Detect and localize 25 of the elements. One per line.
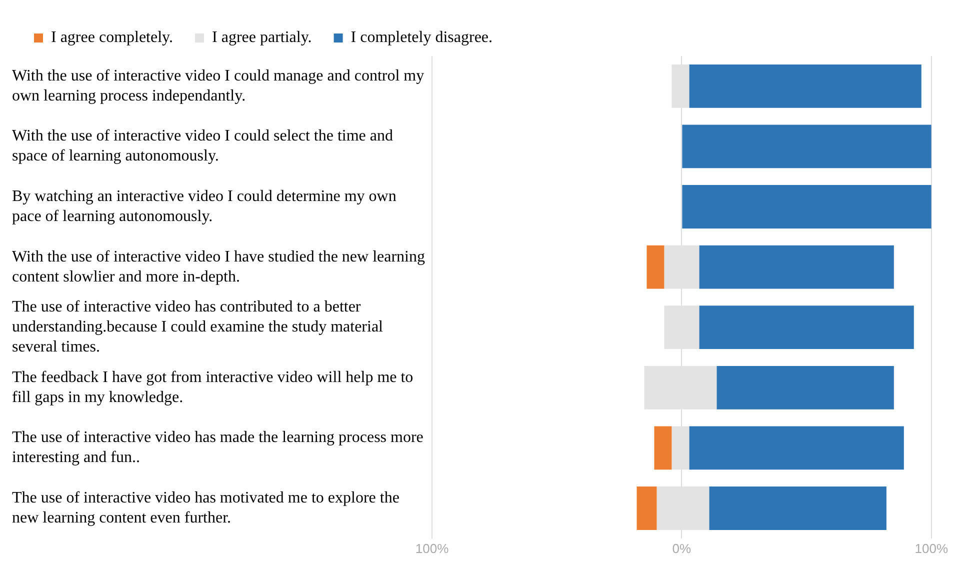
- x-tick-label: 0%: [672, 540, 692, 556]
- x-tick-label: 100%: [914, 540, 948, 556]
- bar: [709, 486, 886, 530]
- y-tick-label: The feedback I have got from interactive video will help me to fill gaps in my knowledge.: [12, 368, 414, 406]
- x-tick-label: 100%: [415, 540, 450, 556]
- bar: [699, 245, 894, 289]
- bar: [682, 124, 932, 168]
- legend-label: I agree partialy.: [212, 29, 312, 46]
- y-tick-label: With the use of interactive video I could select the time and space of learning autonomously.: [12, 128, 393, 165]
- bar: [682, 185, 932, 228]
- y-tick-label: The use of interactive video has motivated me to explore the new learning content even further.: [12, 489, 400, 526]
- y-tick-label: The use of interactive video has made the learning process more interesting and fun..: [12, 429, 424, 466]
- y-tick-label: With the use of interactive video I could manage and control my own learning process independantly.: [12, 67, 424, 104]
- y-tick-label: By watching an interactive video I could determine my own pace of learning autonomously.: [12, 188, 396, 225]
- y-tick-label: The use of interactive video has contributed to a better understanding.because I could examine the study material several times.: [12, 298, 384, 356]
- bar: [646, 245, 664, 289]
- legend-label: I completely disagree.: [350, 29, 493, 46]
- bar: [699, 306, 914, 350]
- bar: [689, 64, 922, 108]
- legend-label: I agree completely.: [51, 29, 174, 46]
- bar: [654, 426, 672, 470]
- bar: [716, 366, 894, 410]
- y-tick-label: With the use of interactive video I have studied the new learning content slowlier and more in-depth.: [12, 248, 425, 286]
- bar: [636, 486, 657, 530]
- bar: [689, 426, 904, 470]
